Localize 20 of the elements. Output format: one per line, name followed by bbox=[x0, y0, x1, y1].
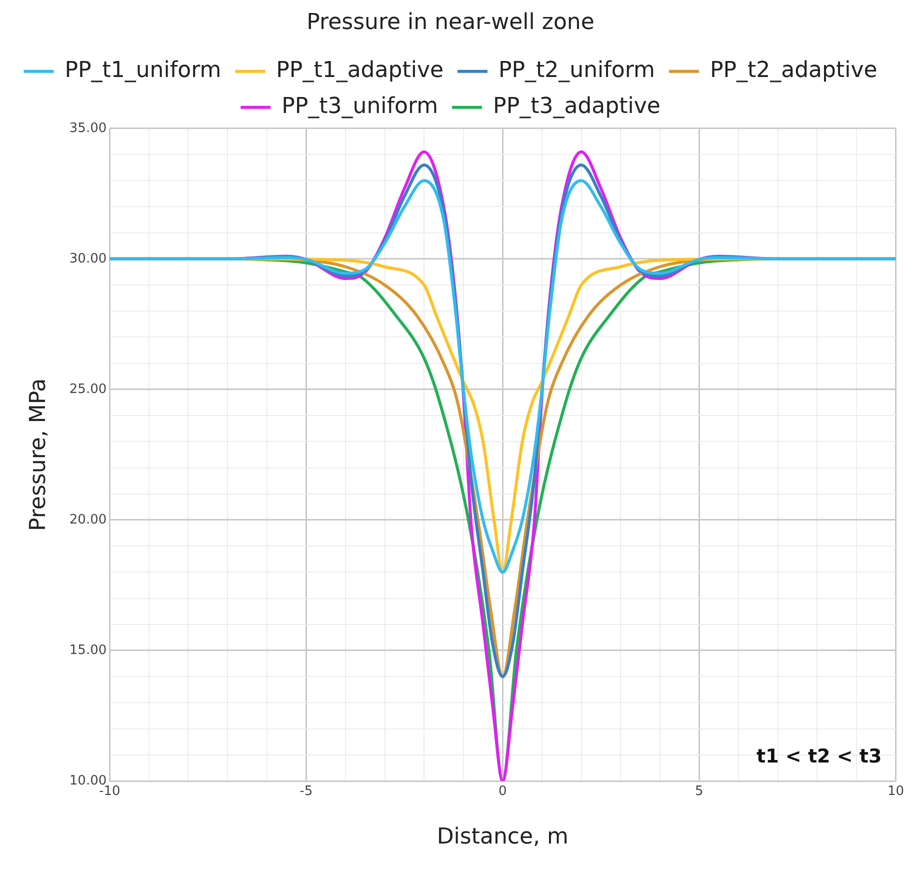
legend-label: PP_t2_adaptive bbox=[710, 58, 878, 84]
legend-label: PP_t3_adaptive bbox=[493, 94, 660, 120]
legend-label: PP_t1_adaptive bbox=[276, 58, 444, 84]
line-series bbox=[110, 179, 896, 574]
y-tick-label: 30.00 bbox=[69, 251, 107, 266]
x-tick-label: 5 bbox=[695, 784, 704, 800]
x-tick-label: -5 bbox=[300, 784, 313, 800]
y-tick-label: 20.00 bbox=[69, 512, 107, 528]
y-tick-label: 25.00 bbox=[69, 382, 107, 397]
x-axis-title: Distance, m bbox=[436, 824, 568, 850]
annotation: t1 < t2 < t3 bbox=[756, 745, 882, 768]
y-tick-label: 15.00 bbox=[69, 642, 107, 658]
legend-label: PP_t1_uniform bbox=[64, 58, 222, 84]
x-tick-label: 0 bbox=[498, 784, 507, 800]
legend-label: PP_t2_uniform bbox=[498, 58, 655, 84]
chart-title: Pressure in near-well zone bbox=[306, 10, 594, 35]
y-axis-title: Pressure, MPa bbox=[26, 378, 51, 532]
legend-label: PP_t3_uniform bbox=[282, 94, 438, 120]
x-tick-label: 10 bbox=[887, 784, 904, 800]
y-tick-label: 35.00 bbox=[69, 120, 107, 136]
